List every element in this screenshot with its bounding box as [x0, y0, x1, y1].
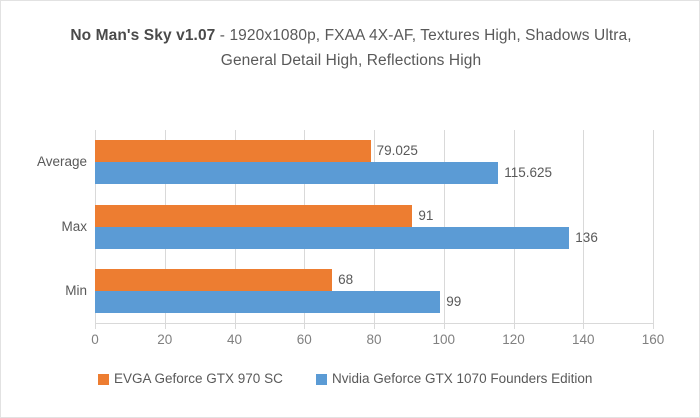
- bar-value-label: 115.625: [504, 165, 553, 181]
- legend-item-series1[interactable]: Nvidia Geforce GTX 1070 Founders Edition: [316, 368, 592, 390]
- bar-value-label: 79.025: [376, 143, 418, 159]
- y-axis-label-max: Max: [61, 218, 87, 234]
- x-axis-tick-label: 160: [641, 332, 665, 347]
- x-axis-tick-label: 20: [157, 332, 173, 347]
- plot-area: [95, 130, 654, 323]
- gridline: [653, 130, 654, 323]
- y-axis-label-min: Min: [65, 282, 87, 298]
- x-axis-tick-label: 120: [502, 332, 525, 347]
- x-axis-tick: [234, 323, 236, 329]
- x-axis-tick-label: 140: [571, 332, 595, 347]
- x-axis-tick: [583, 323, 585, 329]
- x-axis-tick: [374, 323, 375, 329]
- legend-label: EVGA Geforce GTX 970 SC: [114, 371, 283, 386]
- x-axis-tick: [513, 323, 515, 329]
- x-axis-tick: [653, 323, 654, 329]
- x-axis-tick: [95, 323, 96, 329]
- bar-value-label: 99: [446, 293, 462, 309]
- chart-title: No Man's Sky v1.07 - 1920x1080p, FXAA 4X…: [61, 23, 641, 73]
- x-axis-tick: [443, 323, 445, 329]
- bar-max-series0: [95, 204, 413, 227]
- bar-max-series1: [95, 226, 570, 249]
- bar-min-series0: [95, 268, 333, 291]
- x-axis-tick: [164, 323, 166, 329]
- x-axis-tick-label: 100: [432, 332, 456, 347]
- gridline: [583, 130, 585, 323]
- legend-label: Nvidia Geforce GTX 1070 Founders Edition: [332, 371, 593, 386]
- chart-legend: EVGA Geforce GTX 970 SC Nvidia Geforce GT…: [1, 368, 700, 392]
- legend-item-series0[interactable]: EVGA Geforce GTX 970 SC: [98, 368, 283, 390]
- x-axis-tick-label: 0: [91, 332, 99, 347]
- bar-average-series0: [95, 140, 371, 163]
- legend-swatch-icon: [316, 373, 327, 385]
- y-axis-category-labels: Average Max Min: [5, 130, 87, 323]
- x-axis-tick-label: 60: [296, 332, 312, 347]
- bar-average-series1: [95, 162, 499, 185]
- legend-swatch-icon: [98, 373, 109, 385]
- bar-min-series1: [95, 290, 441, 313]
- x-axis-tick: [304, 323, 306, 329]
- x-axis-tick-label: 80: [366, 332, 382, 347]
- bar-value-label: 68: [338, 271, 354, 287]
- x-axis-tick-label: 40: [226, 332, 243, 347]
- bar-value-label: 91: [418, 207, 434, 223]
- y-axis-label-average: Average: [36, 154, 87, 170]
- chart-title-rest: - 1920x1080p, FXAA 4X-AF, Textures High,…: [215, 27, 632, 69]
- chart-title-bold: No Man's Sky v1.07: [70, 27, 216, 44]
- bar-value-label: 136: [575, 229, 598, 245]
